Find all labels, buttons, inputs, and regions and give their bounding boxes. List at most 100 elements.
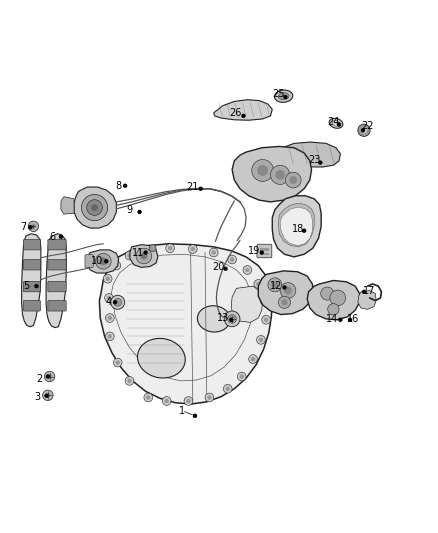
- Circle shape: [186, 399, 191, 403]
- Ellipse shape: [278, 93, 289, 100]
- Polygon shape: [307, 280, 360, 320]
- Polygon shape: [214, 100, 272, 120]
- Circle shape: [108, 334, 112, 338]
- Circle shape: [279, 296, 290, 309]
- Text: 12: 12: [270, 281, 283, 291]
- Circle shape: [125, 251, 134, 260]
- Circle shape: [230, 257, 234, 262]
- Bar: [260, 253, 269, 255]
- Ellipse shape: [329, 118, 343, 128]
- Circle shape: [212, 251, 216, 255]
- Polygon shape: [46, 234, 66, 328]
- Text: 19: 19: [248, 246, 260, 256]
- Circle shape: [146, 248, 150, 252]
- Circle shape: [237, 372, 246, 381]
- Circle shape: [188, 245, 197, 253]
- Circle shape: [28, 225, 32, 229]
- Circle shape: [164, 399, 169, 403]
- Circle shape: [198, 187, 203, 191]
- Circle shape: [228, 255, 237, 264]
- Circle shape: [254, 280, 263, 288]
- Circle shape: [259, 338, 263, 342]
- Circle shape: [44, 372, 55, 382]
- Circle shape: [252, 159, 274, 181]
- Circle shape: [45, 393, 50, 398]
- Circle shape: [166, 244, 174, 253]
- Circle shape: [257, 165, 268, 176]
- Circle shape: [168, 246, 172, 251]
- Circle shape: [223, 384, 232, 393]
- Polygon shape: [87, 250, 119, 273]
- Circle shape: [358, 124, 370, 136]
- Circle shape: [144, 251, 148, 255]
- Circle shape: [114, 263, 119, 268]
- Circle shape: [106, 277, 110, 281]
- Circle shape: [144, 246, 152, 254]
- Circle shape: [286, 172, 301, 188]
- Circle shape: [245, 268, 250, 272]
- FancyBboxPatch shape: [23, 260, 40, 270]
- Circle shape: [262, 316, 271, 324]
- Ellipse shape: [198, 306, 230, 332]
- Polygon shape: [279, 203, 314, 247]
- Polygon shape: [232, 147, 311, 202]
- Text: 22: 22: [361, 121, 374, 131]
- Polygon shape: [358, 290, 376, 309]
- Circle shape: [330, 290, 346, 306]
- Circle shape: [228, 314, 237, 323]
- Circle shape: [318, 160, 322, 165]
- Circle shape: [209, 248, 218, 257]
- Circle shape: [106, 332, 114, 341]
- Circle shape: [191, 247, 195, 251]
- Text: 26: 26: [230, 108, 242, 118]
- Circle shape: [125, 376, 134, 385]
- Circle shape: [338, 318, 343, 322]
- Circle shape: [272, 281, 279, 288]
- Circle shape: [95, 253, 111, 269]
- Circle shape: [103, 274, 112, 283]
- Circle shape: [207, 395, 212, 400]
- Text: 24: 24: [327, 117, 339, 126]
- Polygon shape: [258, 271, 313, 314]
- Circle shape: [361, 128, 365, 133]
- Circle shape: [146, 395, 150, 400]
- Circle shape: [47, 374, 52, 379]
- Circle shape: [162, 397, 171, 405]
- Circle shape: [249, 354, 258, 364]
- Text: 3: 3: [35, 392, 41, 402]
- Text: 8: 8: [116, 181, 122, 191]
- Circle shape: [268, 278, 282, 292]
- Polygon shape: [272, 196, 321, 257]
- Polygon shape: [130, 245, 158, 268]
- FancyBboxPatch shape: [23, 281, 40, 292]
- FancyBboxPatch shape: [48, 260, 66, 270]
- FancyBboxPatch shape: [48, 281, 66, 292]
- Circle shape: [184, 397, 193, 405]
- Circle shape: [116, 360, 120, 365]
- Circle shape: [127, 253, 132, 258]
- Text: 13: 13: [217, 313, 230, 323]
- Circle shape: [105, 294, 113, 302]
- Polygon shape: [21, 234, 41, 327]
- Circle shape: [284, 287, 292, 294]
- Polygon shape: [61, 197, 74, 214]
- Circle shape: [108, 316, 112, 320]
- Text: 20: 20: [212, 262, 224, 272]
- Circle shape: [362, 289, 366, 294]
- Circle shape: [337, 123, 341, 127]
- Circle shape: [257, 335, 265, 344]
- Circle shape: [256, 282, 261, 286]
- Text: 5: 5: [23, 281, 29, 291]
- Circle shape: [289, 176, 297, 184]
- Circle shape: [241, 114, 246, 118]
- Circle shape: [59, 235, 63, 239]
- Text: 21: 21: [187, 182, 199, 192]
- Circle shape: [31, 224, 35, 229]
- Polygon shape: [280, 207, 312, 246]
- Circle shape: [226, 386, 230, 391]
- Circle shape: [138, 210, 142, 214]
- Circle shape: [106, 313, 114, 322]
- Circle shape: [111, 295, 125, 309]
- Circle shape: [224, 311, 240, 327]
- Ellipse shape: [138, 338, 185, 378]
